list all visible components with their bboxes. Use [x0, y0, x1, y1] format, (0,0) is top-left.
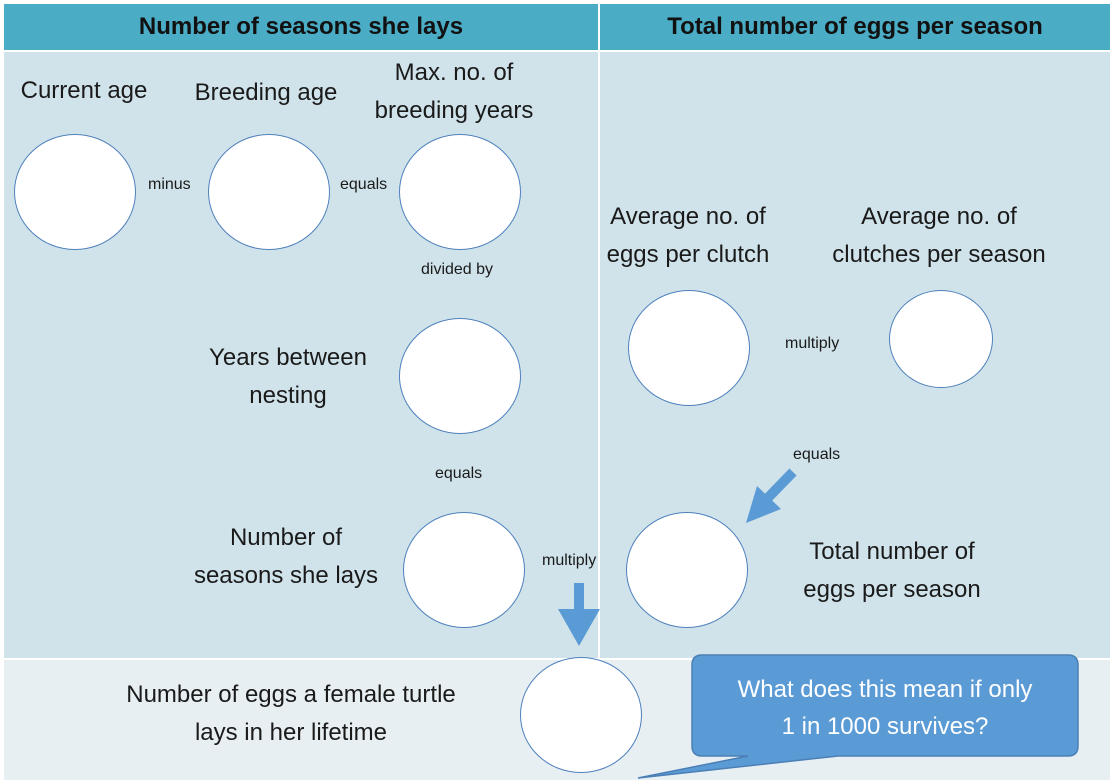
header-seasons: Number of seasons she lays: [4, 4, 600, 50]
header-eggs-text: Total number of eggs per season: [667, 13, 1043, 40]
equals-operator-1: equals: [340, 176, 388, 193]
down-arrow-icon: [558, 583, 600, 646]
max-breeding-years-label: Max. no. of breeding years: [374, 59, 534, 124]
callout-text: What does this mean if only 1 in 1000 su…: [737, 676, 1033, 740]
total-eggs-per-season-circle[interactable]: [626, 512, 748, 628]
breeding-age-circle[interactable]: [208, 134, 330, 250]
avg-clutches-per-season-label: Average no. of clutches per season: [832, 203, 1046, 268]
current-age-label: Current age: [20, 77, 148, 104]
callout-bubble: [637, 654, 1079, 779]
avg-clutches-per-season-circle[interactable]: [889, 290, 993, 388]
panel-divider: [598, 4, 600, 658]
divided-by-operator: divided by: [421, 261, 494, 278]
multiply-operator-1: multiply: [785, 335, 840, 352]
minus-operator: minus: [148, 176, 191, 193]
avg-eggs-per-clutch-label: Average no. of eggs per clutch: [606, 203, 770, 268]
breeding-age-label: Breeding age: [194, 79, 338, 106]
current-age-circle[interactable]: [14, 134, 136, 250]
number-of-seasons-circle[interactable]: [403, 512, 525, 628]
total-eggs-per-season-label: Total number of eggs per season: [803, 538, 981, 603]
years-between-nesting-label: Years between nesting: [209, 344, 367, 409]
max-breeding-years-circle[interactable]: [399, 134, 521, 250]
number-of-seasons-label: Number of seasons she lays: [193, 524, 379, 589]
lifetime-eggs-circle[interactable]: [520, 657, 642, 773]
header-seasons-text: Number of seasons she lays: [138, 13, 464, 40]
header-eggs-per-season: Total number of eggs per season: [600, 4, 1110, 50]
lifetime-eggs-label: Number of eggs a female turtle lays in h…: [126, 681, 456, 746]
equals-operator-2: equals: [435, 465, 483, 482]
years-between-nesting-circle[interactable]: [399, 318, 521, 434]
multiply-operator-2: multiply: [542, 552, 597, 569]
avg-eggs-per-clutch-circle[interactable]: [628, 290, 750, 406]
equals-operator-3: equals: [793, 446, 841, 463]
diagonal-arrow-icon: [746, 468, 797, 523]
